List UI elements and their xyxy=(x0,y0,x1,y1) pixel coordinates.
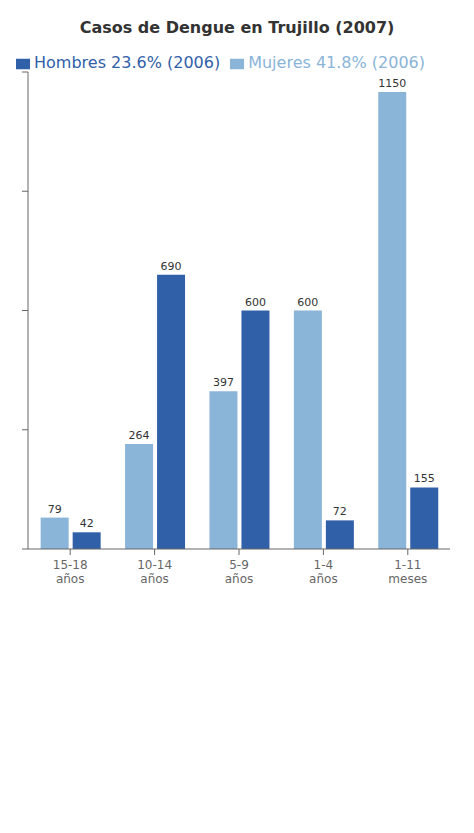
svg-text:15-18años: 15-18años xyxy=(53,558,88,586)
html-text:Hombres 23.6% (2006): Hombres 23.6% (2006) xyxy=(34,53,221,72)
svg-text:72: 72 xyxy=(333,505,347,518)
svg-text:5-9años: 5-9años xyxy=(225,558,254,586)
html-text:Casos de Dengue en Trujillo (2: Casos de Dengue en Trujillo (2007) xyxy=(79,18,395,37)
svg-text:690: 690 xyxy=(161,260,182,273)
svg-text:155: 155 xyxy=(414,472,435,485)
svg-text:397: 397 xyxy=(213,376,234,389)
svg-text:600: 600 xyxy=(297,296,318,309)
svg-text:42: 42 xyxy=(80,517,94,530)
svg-text:264: 264 xyxy=(129,429,150,442)
svg-text:1-4años: 1-4años xyxy=(309,558,338,586)
svg-text:10-14años: 10-14años xyxy=(137,558,172,586)
html-text:Mujeres 41.8% (2006): Mujeres 41.8% (2006) xyxy=(248,53,425,72)
svg-text:1-11meses: 1-11meses xyxy=(388,558,427,586)
svg-text:1150: 1150 xyxy=(378,77,406,90)
svg-text:600: 600 xyxy=(245,296,266,309)
svg-text:79: 79 xyxy=(48,503,62,516)
